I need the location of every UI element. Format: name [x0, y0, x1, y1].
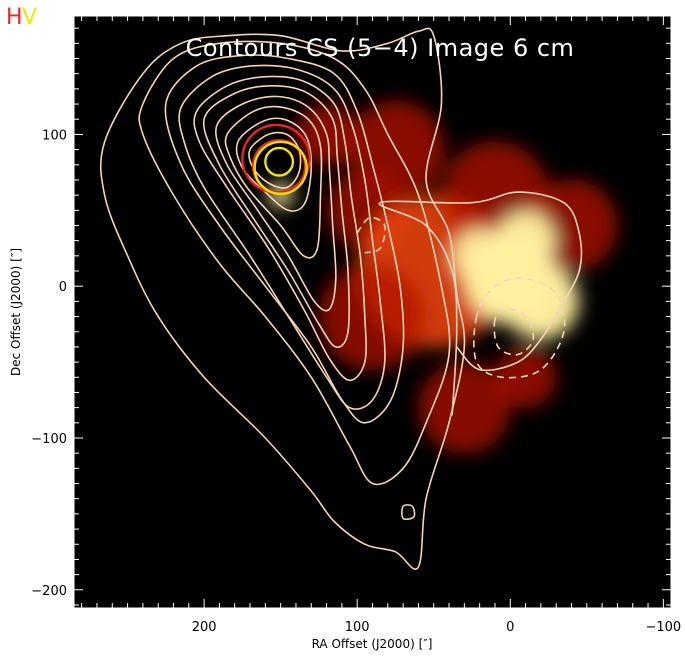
- tick-labels: 200 100 0 −100 100 0 −100 −200: [31, 128, 681, 635]
- contour-9: [248, 131, 302, 189]
- plot-title: Contours CS (5−4) Image 6 cm: [186, 34, 575, 62]
- emission-blob-9: [494, 210, 557, 272]
- y-axis-title: Dec Offset (J2000) [″]: [9, 248, 23, 376]
- emission-blob-8: [502, 263, 580, 340]
- y-tick-label: 100: [42, 128, 67, 143]
- x-tick-label: 0: [506, 620, 514, 635]
- y-tick-label: −100: [31, 432, 67, 447]
- contour-2: [164, 54, 405, 424]
- tick-marks: [74, 16, 671, 608]
- contour-layer: [99, 27, 583, 570]
- marker-circle-2: [253, 140, 308, 196]
- x-axis-title: RA Offset (J2000) [″]: [312, 637, 433, 651]
- contour-13: [493, 308, 535, 356]
- contour-1: [138, 40, 451, 486]
- marker-layer: [241, 123, 311, 196]
- marker-circle-3: [264, 146, 295, 177]
- contour-8: [235, 117, 313, 212]
- contour-14: [356, 216, 387, 254]
- contour-11: [378, 191, 583, 416]
- x-tick-label: 200: [192, 620, 217, 635]
- marker-circle-1: [251, 139, 307, 194]
- contour-0: [99, 27, 466, 570]
- badge-h: H: [6, 5, 23, 30]
- y-tick-label: −200: [31, 584, 67, 599]
- y-tick-label: 0: [59, 280, 67, 295]
- badge-v: V: [22, 5, 37, 30]
- contour-3: [178, 64, 386, 410]
- contour-10: [401, 504, 416, 521]
- contour-6: [215, 95, 337, 312]
- emission-blob-10: [452, 228, 508, 284]
- x-tick-label: −100: [645, 620, 681, 635]
- contour-12: [473, 277, 566, 379]
- contour-4: [193, 75, 367, 382]
- contour-7: [224, 105, 323, 259]
- x-tick-label: 100: [345, 620, 370, 635]
- emission-blob-13: [494, 346, 557, 408]
- emission-blob-3: [318, 262, 427, 371]
- contour-5: [202, 85, 350, 348]
